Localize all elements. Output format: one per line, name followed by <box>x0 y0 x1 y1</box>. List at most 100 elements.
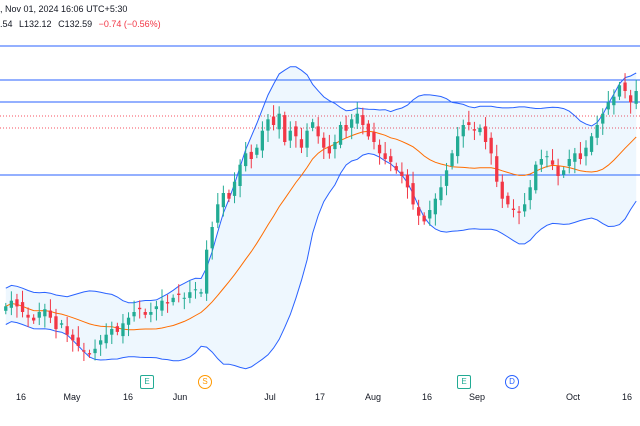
candle[interactable] <box>244 142 248 172</box>
candle[interactable] <box>478 124 482 136</box>
candle[interactable] <box>143 308 147 319</box>
candle[interactable] <box>132 300 136 322</box>
candle[interactable] <box>517 206 521 225</box>
candle[interactable] <box>232 172 237 204</box>
candle[interactable] <box>612 89 616 115</box>
candle[interactable] <box>467 110 471 131</box>
candle[interactable] <box>444 162 449 196</box>
candle[interactable] <box>87 349 92 358</box>
candle[interactable] <box>495 144 499 188</box>
candle[interactable] <box>76 326 80 352</box>
candle[interactable] <box>294 121 298 148</box>
candle[interactable] <box>283 111 287 146</box>
candle[interactable] <box>32 314 36 324</box>
candle[interactable] <box>37 302 41 326</box>
candle[interactable] <box>115 322 119 336</box>
candle[interactable] <box>210 221 214 260</box>
candle[interactable] <box>249 144 253 169</box>
candle[interactable] <box>165 294 170 313</box>
candle[interactable] <box>193 281 198 299</box>
candle[interactable] <box>160 289 164 316</box>
candle[interactable] <box>82 342 86 362</box>
candle[interactable] <box>171 294 175 306</box>
candle[interactable] <box>422 212 426 225</box>
candle[interactable] <box>260 121 264 158</box>
candle[interactable] <box>271 105 276 131</box>
candle[interactable] <box>567 149 571 174</box>
candle[interactable] <box>472 121 476 141</box>
candle[interactable] <box>54 308 58 339</box>
candle[interactable] <box>182 292 186 310</box>
candle[interactable] <box>43 303 47 328</box>
candle[interactable] <box>154 300 158 321</box>
candle[interactable] <box>177 284 181 303</box>
candle[interactable] <box>221 185 225 217</box>
candle[interactable] <box>550 149 555 171</box>
time-axis[interactable]: 16 May 16 Jun Jul 17 Aug 16 Sep Oct 16 <box>0 386 640 426</box>
candle[interactable] <box>601 108 605 135</box>
candle[interactable] <box>539 149 543 173</box>
candle[interactable] <box>333 134 337 159</box>
candle[interactable] <box>366 120 370 140</box>
candle[interactable] <box>450 149 454 170</box>
candle[interactable] <box>511 199 516 218</box>
candle[interactable] <box>389 148 393 172</box>
candle[interactable] <box>288 121 292 148</box>
candle[interactable] <box>584 140 588 166</box>
candle[interactable] <box>299 127 304 154</box>
candle[interactable] <box>629 89 633 114</box>
candle[interactable] <box>126 312 131 337</box>
earnings-event-icon[interactable]: E <box>140 375 154 389</box>
candle[interactable] <box>500 174 504 209</box>
candle[interactable] <box>59 319 64 329</box>
candle[interactable] <box>227 189 231 203</box>
candle[interactable] <box>121 313 125 344</box>
candle[interactable] <box>71 329 75 352</box>
candle[interactable] <box>634 79 638 110</box>
candle[interactable] <box>344 115 348 139</box>
candle[interactable] <box>65 316 69 343</box>
candle[interactable] <box>266 113 270 142</box>
candle[interactable] <box>355 102 359 129</box>
candle[interactable] <box>383 142 387 165</box>
candle[interactable] <box>417 199 421 226</box>
candle[interactable] <box>255 144 259 159</box>
candle[interactable] <box>311 118 315 132</box>
split-event-icon[interactable]: S <box>198 375 212 389</box>
candle[interactable] <box>104 323 108 349</box>
candle[interactable] <box>623 73 627 99</box>
candle[interactable] <box>316 117 320 144</box>
candle[interactable] <box>456 126 460 164</box>
candle[interactable] <box>528 179 532 210</box>
candle[interactable] <box>350 113 354 140</box>
candle[interactable] <box>595 115 599 146</box>
candle[interactable] <box>322 132 326 159</box>
candle[interactable] <box>394 162 398 174</box>
candle[interactable] <box>48 299 52 324</box>
candle[interactable] <box>372 122 376 150</box>
candle[interactable] <box>617 81 622 101</box>
candle[interactable] <box>26 307 30 328</box>
candle[interactable] <box>439 176 443 206</box>
candle[interactable] <box>489 132 493 165</box>
candle[interactable] <box>411 171 415 210</box>
candle[interactable] <box>199 288 203 297</box>
candle[interactable] <box>523 193 527 217</box>
candle[interactable] <box>461 119 465 148</box>
candle[interactable] <box>20 290 25 318</box>
candle[interactable] <box>9 291 13 316</box>
candle[interactable] <box>205 240 209 301</box>
candle[interactable] <box>578 142 582 165</box>
candle[interactable] <box>93 339 97 361</box>
candle[interactable] <box>556 158 560 186</box>
candle[interactable] <box>506 192 510 208</box>
candle[interactable] <box>277 106 281 139</box>
basis-line[interactable] <box>5 130 637 331</box>
candle[interactable] <box>149 302 153 323</box>
candle[interactable] <box>305 123 309 158</box>
candle[interactable] <box>405 169 410 199</box>
candle[interactable] <box>573 147 577 174</box>
candle[interactable] <box>15 293 19 318</box>
candle[interactable] <box>327 134 331 159</box>
candle[interactable] <box>110 321 114 345</box>
